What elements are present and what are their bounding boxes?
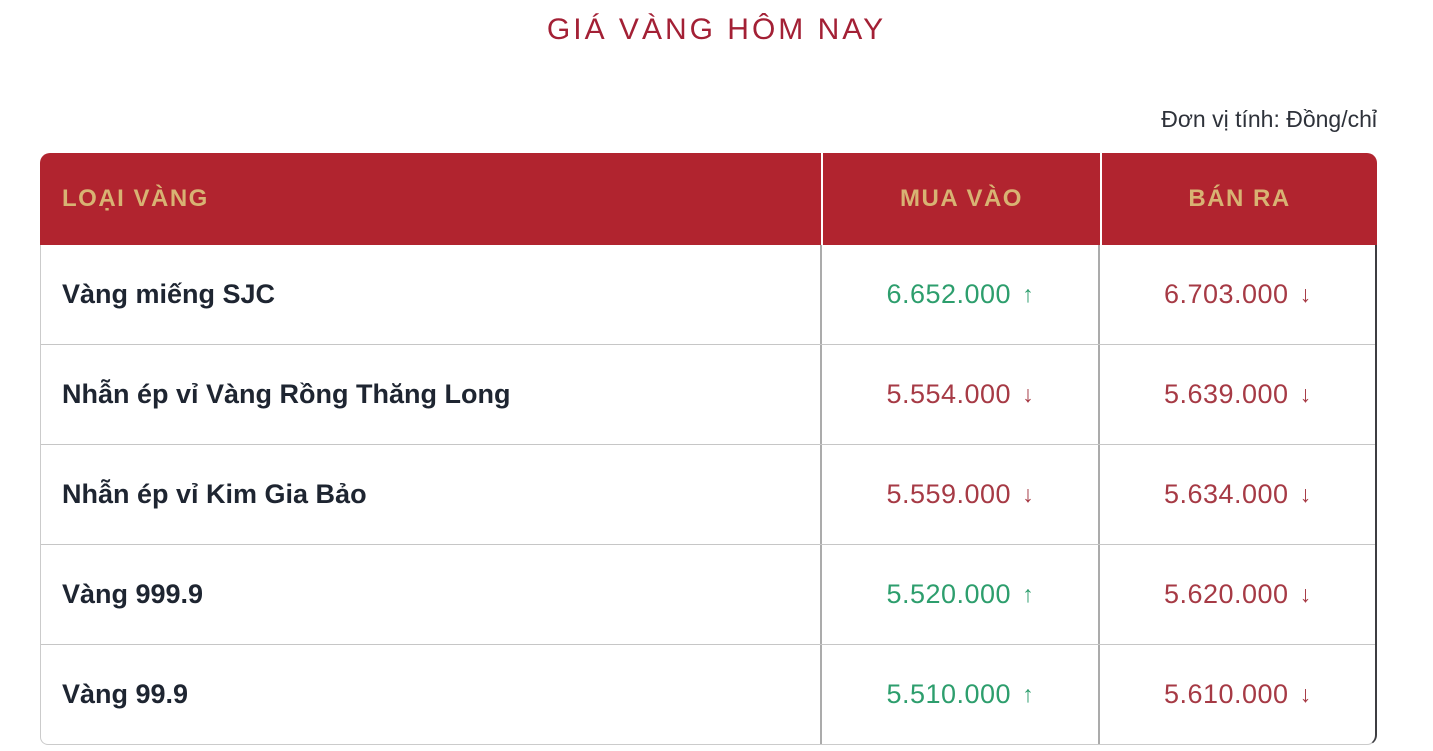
unit-label: Đơn vị tính: Đồng/chỉ: [1161, 106, 1377, 132]
trend-down-icon: ↓: [1022, 481, 1034, 507]
page-title: GIÁ VÀNG HÔM NAY: [546, 13, 887, 46]
table-header-row: LOẠI VÀNG MUA VÀO BÁN RA: [40, 153, 1377, 245]
table-row: Nhẫn ép vỉ Vàng Rồng Thăng Long 5.554.000…: [41, 345, 1375, 445]
price-value: 5.634.000: [1163, 479, 1289, 509]
price-value: 6.652.000: [886, 279, 1012, 309]
gold-price-page: GIÁ VÀNG HÔM NAY Đơn vị tính: Đồng/chỉ L…: [0, 13, 1433, 745]
price-value: 5.639.000: [1163, 379, 1289, 409]
sell-price-cell: 5.610.000 ↓: [1100, 645, 1375, 744]
sell-price-cell: 5.639.000 ↓: [1100, 345, 1375, 444]
table-row: Vàng 99.9 5.510.000 ↑ 5.610.000 ↓: [41, 645, 1375, 744]
price-value: 5.554.000: [886, 379, 1012, 409]
gold-type-cell: Nhẫn ép vỉ Kim Gia Bảo: [41, 445, 822, 544]
gold-type-cell: Vàng miếng SJC: [41, 245, 822, 344]
price-value: 5.610.000: [1163, 679, 1289, 709]
trend-up-icon: ↑: [1022, 681, 1034, 707]
buy-price-cell: 5.510.000 ↑: [822, 645, 1100, 744]
sell-price-cell: 5.620.000 ↓: [1100, 545, 1375, 644]
price-value: 6.703.000: [1163, 279, 1289, 309]
trend-down-icon: ↓: [1299, 481, 1312, 507]
table-row: Vàng 999.9 5.520.000 ↑ 5.620.000 ↓: [41, 545, 1375, 645]
column-header-sell: BÁN RA: [1102, 153, 1377, 245]
table-row: Vàng miếng SJC 6.652.000 ↑ 6.703.000 ↓: [41, 245, 1375, 345]
trend-down-icon: ↓: [1299, 381, 1312, 407]
gold-price-table: LOẠI VÀNG MUA VÀO BÁN RA Vàng miếng SJC 6…: [40, 153, 1377, 745]
table-row: Nhẫn ép vỉ Kim Gia Bảo 5.559.000 ↓ 5.634.00…: [41, 445, 1375, 545]
buy-price-cell: 5.554.000 ↓: [822, 345, 1100, 444]
price-value: 5.620.000: [1163, 579, 1289, 609]
trend-down-icon: ↓: [1022, 381, 1034, 407]
buy-price-cell: 6.652.000 ↑: [822, 245, 1100, 344]
trend-up-icon: ↑: [1022, 581, 1034, 607]
column-header-gold-type: LOẠI VÀNG: [40, 153, 821, 245]
trend-down-icon: ↓: [1299, 581, 1312, 607]
gold-type-cell: Nhẫn ép vỉ Vàng Rồng Thăng Long: [41, 345, 822, 444]
buy-price-cell: 5.520.000 ↑: [822, 545, 1100, 644]
table-body: Vàng miếng SJC 6.652.000 ↑ 6.703.000 ↓ Nhẫn é…: [40, 245, 1377, 745]
price-value: 5.510.000: [886, 679, 1012, 709]
column-header-buy: MUA VÀO: [823, 153, 1100, 245]
gold-type-cell: Vàng 999.9: [41, 545, 822, 644]
sell-price-cell: 5.634.000 ↓: [1100, 445, 1375, 544]
gold-type-cell: Vàng 99.9: [41, 645, 822, 744]
trend-up-icon: ↑: [1022, 281, 1034, 307]
trend-down-icon: ↓: [1299, 681, 1312, 707]
sell-price-cell: 6.703.000 ↓: [1100, 245, 1375, 344]
price-value: 5.559.000: [886, 479, 1012, 509]
trend-down-icon: ↓: [1299, 281, 1312, 307]
buy-price-cell: 5.559.000 ↓: [822, 445, 1100, 544]
price-value: 5.520.000: [886, 579, 1012, 609]
